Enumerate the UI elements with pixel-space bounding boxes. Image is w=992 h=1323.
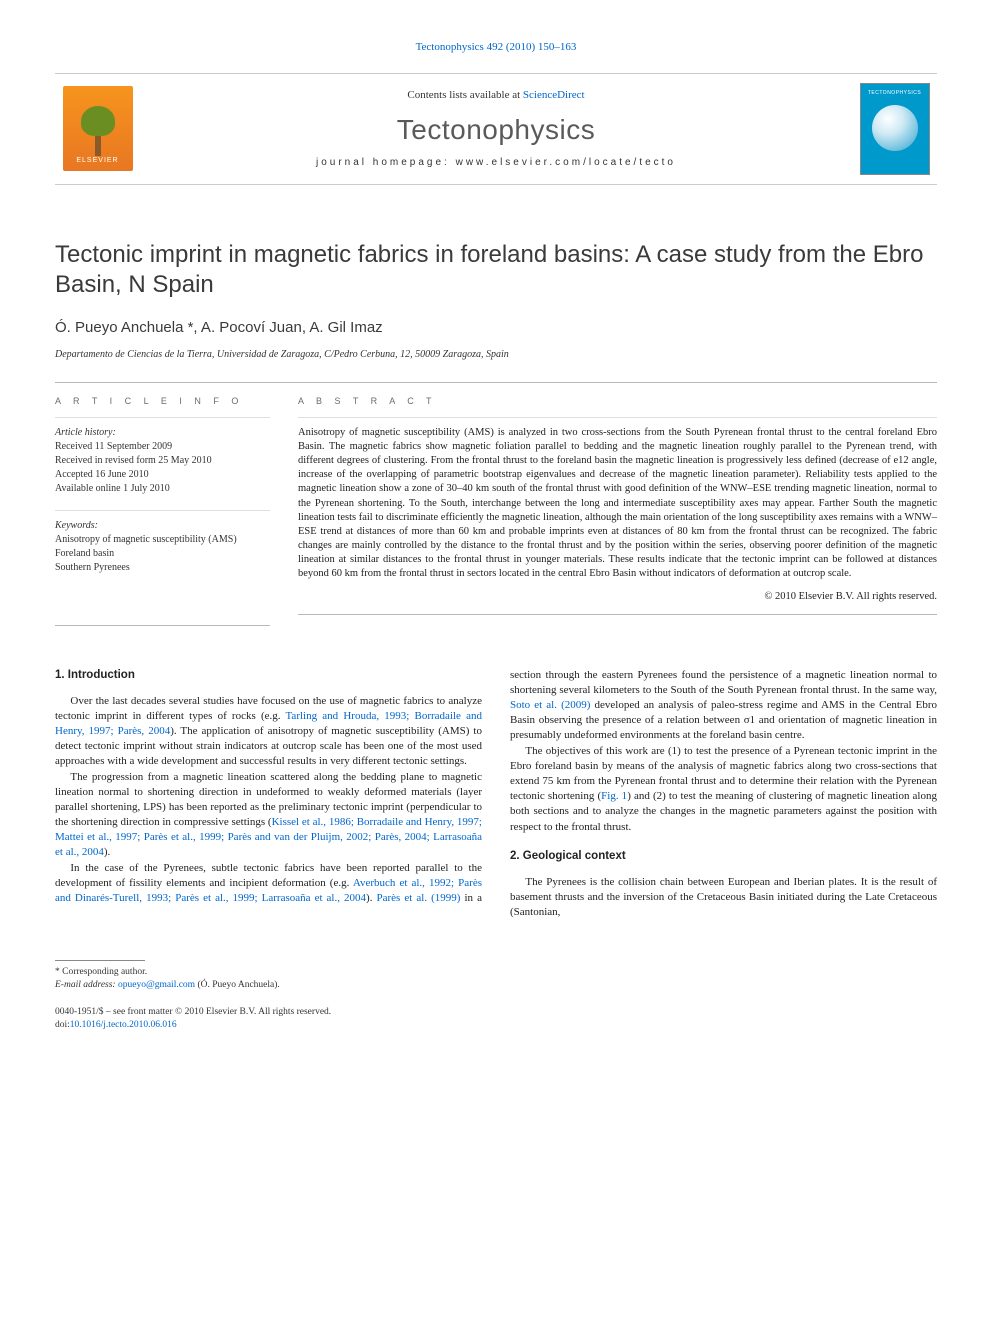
affiliation: Departamento de Ciencias de la Tierra, U… xyxy=(55,348,937,362)
history-label: Article history: xyxy=(55,426,270,440)
doi-link[interactable]: 10.1016/j.tecto.2010.06.016 xyxy=(70,1020,177,1030)
sciencedirect-link[interactable]: ScienceDirect xyxy=(523,89,585,101)
front-matter: 0040-1951/$ – see front matter © 2010 El… xyxy=(55,1006,937,1019)
info-abstract-row: A R T I C L E I N F O Article history: R… xyxy=(55,395,937,615)
divider-top xyxy=(55,382,937,383)
abstract-copyright: © 2010 Elsevier B.V. All rights reserved… xyxy=(298,590,937,604)
p2-b: ). xyxy=(104,846,110,858)
citation-line: Tectonophysics 492 (2010) 150–163 xyxy=(55,40,937,55)
body-columns: 1. Introduction Over the last decades se… xyxy=(55,668,937,920)
history-block: Article history: Received 11 September 2… xyxy=(55,426,270,496)
history-accepted: Accepted 16 June 2010 xyxy=(55,468,270,482)
doi-prefix: doi: xyxy=(55,1020,70,1030)
elsevier-logo: ELSEVIER xyxy=(63,86,133,171)
keywords-block: Keywords: Anisotropy of magnetic suscept… xyxy=(55,519,270,575)
para-2: The progression from a magnetic lineatio… xyxy=(55,770,482,861)
journal-cover-icon: TECTONOPHYSICS xyxy=(860,83,930,175)
para-1: Over the last decades several studies ha… xyxy=(55,694,482,770)
keyword-2: Foreland basin xyxy=(55,547,270,561)
publisher-logo-box: ELSEVIER xyxy=(55,74,140,184)
header-center: Contents lists available at ScienceDirec… xyxy=(140,74,852,184)
email-tail: (Ó. Pueyo Anchuela). xyxy=(195,980,280,990)
elsevier-tree-icon xyxy=(73,101,123,156)
p4-figref-1[interactable]: Fig. 1 xyxy=(601,790,627,802)
corr-label: * Corresponding author. xyxy=(55,966,461,979)
p3-citation-3[interactable]: Soto et al. (2009) xyxy=(510,699,590,711)
info-bottom-rule xyxy=(55,625,270,626)
cover-globe-icon xyxy=(872,105,918,151)
para-5: The Pyrenees is the collision chain betw… xyxy=(510,875,937,921)
abstract-heading: A B S T R A C T xyxy=(298,395,937,407)
p3-b: ). xyxy=(366,892,376,904)
publisher-name: ELSEVIER xyxy=(76,156,118,165)
email-label: E-mail address: xyxy=(55,980,116,990)
email-line: E-mail address: opueyo@gmail.com (Ó. Pue… xyxy=(55,979,461,992)
homepage-line: journal homepage: www.elsevier.com/locat… xyxy=(316,156,676,170)
keyword-3: Southern Pyrenees xyxy=(55,561,270,575)
keywords-label: Keywords: xyxy=(55,519,270,533)
info-subrule-2 xyxy=(55,510,270,511)
homepage-prefix: journal homepage: xyxy=(316,157,456,168)
history-received: Received 11 September 2009 xyxy=(55,440,270,454)
journal-header: ELSEVIER Contents lists available at Sci… xyxy=(55,73,937,185)
abstract-text: Anisotropy of magnetic susceptibility (A… xyxy=(298,426,937,582)
cover-title: TECTONOPHYSICS xyxy=(868,90,921,97)
section-2-heading: 2. Geological context xyxy=(510,849,937,865)
p3-citation-2[interactable]: Parès et al. (1999) xyxy=(377,892,461,904)
authors-text: Ó. Pueyo Anchuela *, A. Pocoví Juan, A. … xyxy=(55,319,383,336)
contents-line: Contents lists available at ScienceDirec… xyxy=(407,88,584,103)
article-info-heading: A R T I C L E I N F O xyxy=(55,395,270,407)
journal-name: Tectonophysics xyxy=(397,111,595,149)
history-online: Available online 1 July 2010 xyxy=(55,482,270,496)
citation-link[interactable]: Tectonophysics 492 (2010) 150–163 xyxy=(416,41,577,53)
footer-meta: 0040-1951/$ – see front matter © 2010 El… xyxy=(55,1006,937,1032)
footer-rule xyxy=(55,960,145,961)
para-4: The objectives of this work are (1) to t… xyxy=(510,744,937,835)
cover-thumb-box: TECTONOPHYSICS xyxy=(852,74,937,184)
corresponding-author-block: * Corresponding author. E-mail address: … xyxy=(55,960,461,992)
article-info-column: A R T I C L E I N F O Article history: R… xyxy=(55,395,270,615)
history-revised: Received in revised form 25 May 2010 xyxy=(55,454,270,468)
abstract-bottom-rule xyxy=(298,614,937,615)
contents-prefix: Contents lists available at xyxy=(407,89,522,101)
info-subrule-1 xyxy=(55,417,270,418)
email-link[interactable]: opueyo@gmail.com xyxy=(118,980,195,990)
doi-line: doi:10.1016/j.tecto.2010.06.016 xyxy=(55,1019,937,1032)
abstract-column: A B S T R A C T Anisotropy of magnetic s… xyxy=(298,395,937,615)
abstract-subrule xyxy=(298,417,937,418)
homepage-url[interactable]: www.elsevier.com/locate/tecto xyxy=(456,157,676,168)
section-1-heading: 1. Introduction xyxy=(55,668,482,684)
keyword-1: Anisotropy of magnetic susceptibility (A… xyxy=(55,533,270,547)
article-title: Tectonic imprint in magnetic fabrics in … xyxy=(55,240,937,300)
authors-line: Ó. Pueyo Anchuela *, A. Pocoví Juan, A. … xyxy=(55,318,937,338)
